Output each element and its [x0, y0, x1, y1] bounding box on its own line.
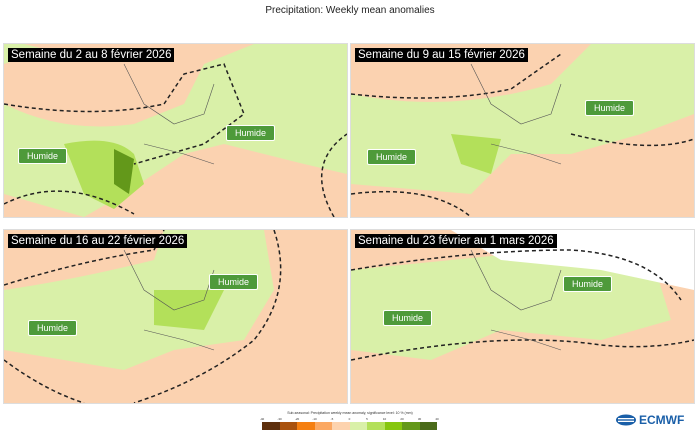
legend-swatch	[262, 422, 280, 430]
week-label: Semaine du 23 février au 1 mars 2026	[355, 234, 557, 248]
map-panel-week-2: Semaine du 9 au 15 février 2026 Humide Hum…	[350, 43, 695, 218]
legend-tick: -10	[312, 417, 317, 421]
humide-label: Humide	[18, 148, 68, 164]
legend-swatch	[332, 422, 350, 430]
legend-swatch	[297, 422, 315, 430]
logo-text: ECMWF	[639, 413, 685, 427]
legend-tick: -5	[330, 417, 334, 421]
map-panel-week-3: Semaine du 16 au 22 février 2026 Humide Hu…	[3, 229, 348, 404]
precip-anomaly-map	[4, 44, 347, 217]
precip-anomaly-map	[4, 230, 282, 403]
humide-label: Humide	[585, 100, 635, 116]
legend-swatch	[367, 422, 385, 430]
humide-label: Humide	[226, 125, 276, 141]
legend-tick: -20	[294, 417, 300, 421]
legend-tick: 40	[435, 417, 439, 421]
legend-colorbar	[262, 422, 437, 430]
humide-label: Humide	[209, 274, 259, 290]
legend-tick: 20	[400, 417, 404, 421]
legend-swatch	[349, 422, 367, 430]
legend-tick: 0	[348, 417, 351, 421]
legend-swatch	[279, 422, 297, 430]
legend-swatch	[419, 422, 437, 430]
week-label: Semaine du 2 au 8 février 2026	[8, 48, 175, 62]
legend-tick: -40	[259, 417, 265, 421]
humide-label: Humide	[563, 276, 613, 292]
humide-label: Humide	[383, 310, 433, 326]
page-title: Precipitation: Weekly mean anomalies	[265, 5, 435, 16]
legend-tick: 5	[366, 417, 368, 421]
humide-label: Humide	[28, 320, 78, 336]
legend-ticks: -40 -30 -20 -10 -5 0 5 10 20 30 40	[259, 417, 440, 422]
legend-title: Sub-seasonal: Precipitation weekly mean …	[287, 411, 413, 415]
week-label: Semaine du 9 au 15 février 2026	[355, 48, 528, 62]
ecmwf-logo-icon	[616, 414, 636, 426]
legend-tick: -30	[277, 417, 282, 421]
humide-label: Humide	[367, 149, 417, 165]
week-label: Semaine du 16 au 22 février 2026	[8, 234, 188, 248]
legend-swatch	[402, 422, 420, 430]
map-panel-week-4: Semaine du 23 février au 1 mars 2026 Humi…	[350, 229, 695, 404]
legend-swatch	[384, 422, 402, 430]
ecmwf-logo: ECMWF	[615, 413, 684, 427]
legend-tick: 30	[417, 417, 422, 421]
legend-swatch	[314, 422, 332, 430]
map-panel-week-1: Semaine du 2 au 8 février 2026 Humide Humi…	[3, 43, 348, 218]
precip-anomaly-map	[351, 44, 694, 217]
legend-tick: 10	[382, 417, 387, 421]
